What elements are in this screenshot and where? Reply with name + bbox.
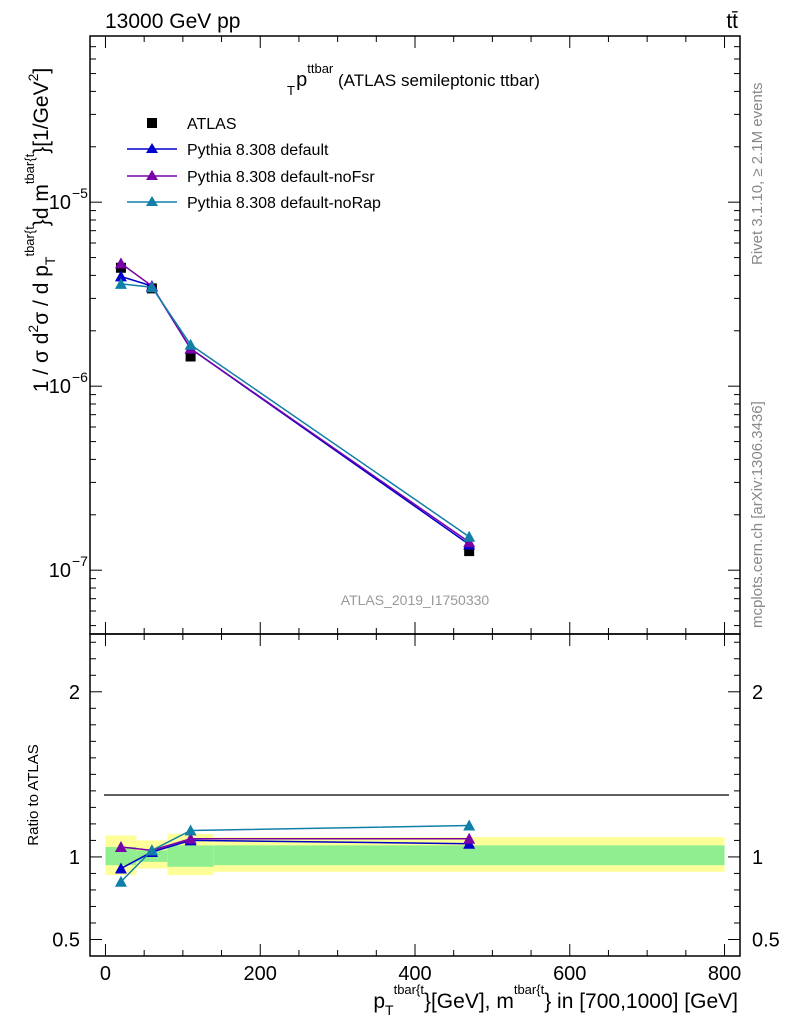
- ratio-x-ticks: 0 200 400 600 800: [100, 634, 741, 985]
- main-y-tick-label: 10: [49, 560, 71, 582]
- ratio-series-line: [120, 839, 470, 870]
- ratio-series-marker: [145, 844, 158, 856]
- ratio-y-tick-label: 2: [69, 682, 80, 704]
- ratio-ylabel: Ratio to ATLAS: [25, 744, 42, 845]
- ratio-x-tick-label: 400: [398, 963, 431, 985]
- main-y-ticks: 10−510−610−7: [49, 35, 740, 627]
- ratio-series-marker: [184, 824, 197, 836]
- main-ylabel: 1 / σ d2σ / d pTtbar{t}d mtbar{t}[1/GeV2…: [22, 68, 58, 392]
- ratio-band-inner: [167, 845, 214, 867]
- ratio-series: [114, 819, 476, 887]
- xlabel-b: }[GeV], m: [424, 990, 514, 1013]
- main-panel: 10−510−610−7 pttbar (ATLAS semileptonic …: [22, 35, 741, 635]
- ratio-panel: 0.5 0.51 12 2 0 200 400 600 800 Ratio to ATLAS …: [25, 633, 780, 1018]
- ratio-y-tick-label: 1: [69, 847, 80, 869]
- ratio-series-marker: [463, 819, 476, 831]
- tick-base: 10: [49, 192, 71, 214]
- xlabel-subT: T: [385, 1002, 394, 1018]
- ratio-y-ticks: 0.5 0.5 1 1 2 2: [52, 641, 780, 951]
- ylabel-sup3: 2: [25, 73, 41, 81]
- main-y-tick-label: 10: [49, 192, 71, 214]
- main-x-ticks: [104, 36, 726, 634]
- main-series-line: [120, 283, 470, 538]
- ratio-band-inner: [105, 847, 137, 866]
- main-series-marker: [145, 281, 158, 293]
- tick-base: 10: [49, 560, 71, 582]
- ratio-series-marker: [114, 841, 127, 853]
- header-left: 13000 GeV pp: [105, 10, 240, 33]
- ratio-series-line: [120, 838, 470, 852]
- ratio-y-tick-label: 0.5: [52, 929, 80, 951]
- ratio-y-tick-label-right: 1: [752, 847, 763, 869]
- tick-base: 10: [49, 376, 71, 398]
- ylabel-subT: T: [42, 256, 58, 265]
- ratio-y-tick-label-right: 2: [752, 682, 763, 704]
- ylabel-e: ]: [30, 68, 53, 74]
- mcplots-label: mcplots.cern.ch [arXiv:1306.3436]: [749, 401, 766, 628]
- title-sub: T: [287, 83, 295, 98]
- legend-marker-default: [146, 143, 158, 153]
- xlabel-supt: tbar{t: [394, 982, 425, 997]
- ylabel-sup2: 2: [25, 325, 41, 333]
- main-series-marker: [114, 277, 127, 289]
- legend: ATLAS Pythia 8.308 default Pythia 8.308 …: [127, 116, 381, 212]
- ylabel-b: σ / d p: [30, 265, 53, 325]
- plot-title: pttbar (ATLAS semileptonic ttbar): [296, 61, 540, 91]
- legend-label-atlas: ATLAS: [187, 116, 237, 133]
- ylabel-supt2: tbar{t: [22, 153, 37, 184]
- ratio-series-marker: [114, 862, 127, 874]
- xlabel-a: p: [373, 990, 385, 1013]
- ratio-series-marker: [184, 832, 197, 844]
- ylabel-d: }[1/GeV: [30, 81, 53, 153]
- xlabel-supt2: tbar{t: [514, 982, 545, 997]
- main-series-marker: [184, 338, 197, 350]
- ratio-series-line: [120, 824, 470, 883]
- header-right: tt̄: [726, 10, 738, 33]
- ylabel-c: }d m: [30, 184, 53, 226]
- ratio-y-tick-label-right: 0.5: [752, 929, 780, 951]
- ratio-series-marker: [114, 875, 127, 887]
- ratio-x-tick-label: 600: [553, 963, 586, 985]
- ratio-x-tick-label: 0: [100, 963, 111, 985]
- main-series: [114, 257, 476, 557]
- rivet-label: Rivet 3.1.10, ≥ 2.1M events: [749, 83, 766, 266]
- legend-label-default: Pythia 8.308 default: [187, 142, 329, 159]
- ratio-x-tick-label: 800: [708, 963, 741, 985]
- main-y-tick-label: 10: [49, 376, 71, 398]
- xlabel-c: } in [700,1000] [GeV]: [544, 990, 738, 1013]
- main-series-line: [120, 275, 470, 546]
- legend-label-norap: Pythia 8.308 default-noRap: [187, 195, 381, 212]
- main-y-tick-exponent: −6: [72, 369, 88, 385]
- main-y-tick-exponent: −7: [72, 553, 88, 569]
- ratio-band-inner: [213, 845, 725, 866]
- ratio-x-tick-label: 200: [244, 963, 277, 985]
- main-series-line: [120, 262, 470, 543]
- main-y-tick-exponent: −5: [72, 185, 88, 201]
- title-rest: (ATLAS semileptonic ttbar): [333, 71, 540, 90]
- main-series-marker: [463, 530, 476, 542]
- atlas-data-point: [185, 351, 196, 362]
- legend-marker-atlas: [147, 118, 157, 128]
- ratio-series-marker: [463, 832, 476, 844]
- svg-text:1 / σ d2σ / d pTtbar{t}d mtbar: 1 / σ d2σ / d pTtbar{t}d mtbar{t}[1/GeV2…: [22, 68, 58, 392]
- ylabel-a: 1 / σ d: [30, 333, 53, 393]
- atlas-data-point: [464, 546, 475, 557]
- ylabel-supt: tbar{t: [22, 226, 37, 257]
- title-p: p: [296, 69, 307, 91]
- watermark: ATLAS_2019_I1750330: [341, 592, 490, 608]
- main-series-marker: [114, 257, 127, 269]
- main-series-marker: [114, 270, 127, 282]
- ratio-xlabel: pTtbar{t}[GeV], mtbar{t} in [700,1000] […: [373, 982, 738, 1018]
- legend-marker-norap: [146, 196, 158, 206]
- legend-marker-nofsr: [146, 170, 158, 180]
- title-sup: ttbar: [307, 61, 334, 76]
- legend-label-nofsr: Pythia 8.308 default-noFsr: [187, 169, 375, 186]
